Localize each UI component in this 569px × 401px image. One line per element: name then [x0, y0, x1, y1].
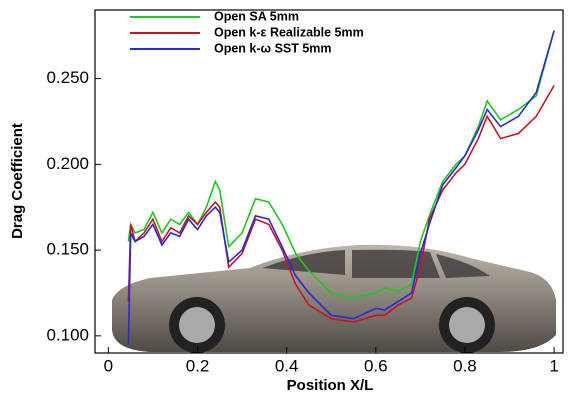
car-image [112, 244, 556, 353]
x-tick-label: 0.6 [364, 356, 388, 375]
y-tick-label: 0.250 [46, 68, 89, 87]
legend-label: Open SA 5mm [214, 9, 299, 23]
y-tick-label: 0.150 [46, 240, 89, 259]
legend-label: Open k-ω SST 5mm [214, 41, 332, 55]
x-tick-label: 0.8 [453, 356, 477, 375]
line-series [127, 30, 555, 345]
x-tick-label: 1 [549, 356, 558, 375]
line-series [127, 85, 555, 323]
x-tick-label: 0.2 [186, 356, 210, 375]
plot-frame [94, 9, 564, 354]
x-tick-label: 0 [104, 356, 113, 375]
y-tick-label: 0.200 [46, 154, 89, 173]
x-tick-label: 0.4 [275, 356, 299, 375]
legend-label: Open k-ε Realizable 5mm [214, 25, 364, 39]
y-axis-label: Drag Coefficient [9, 123, 26, 239]
x-axis-label: Position X/L [287, 377, 374, 394]
y-tick-label: 0.100 [46, 325, 89, 344]
